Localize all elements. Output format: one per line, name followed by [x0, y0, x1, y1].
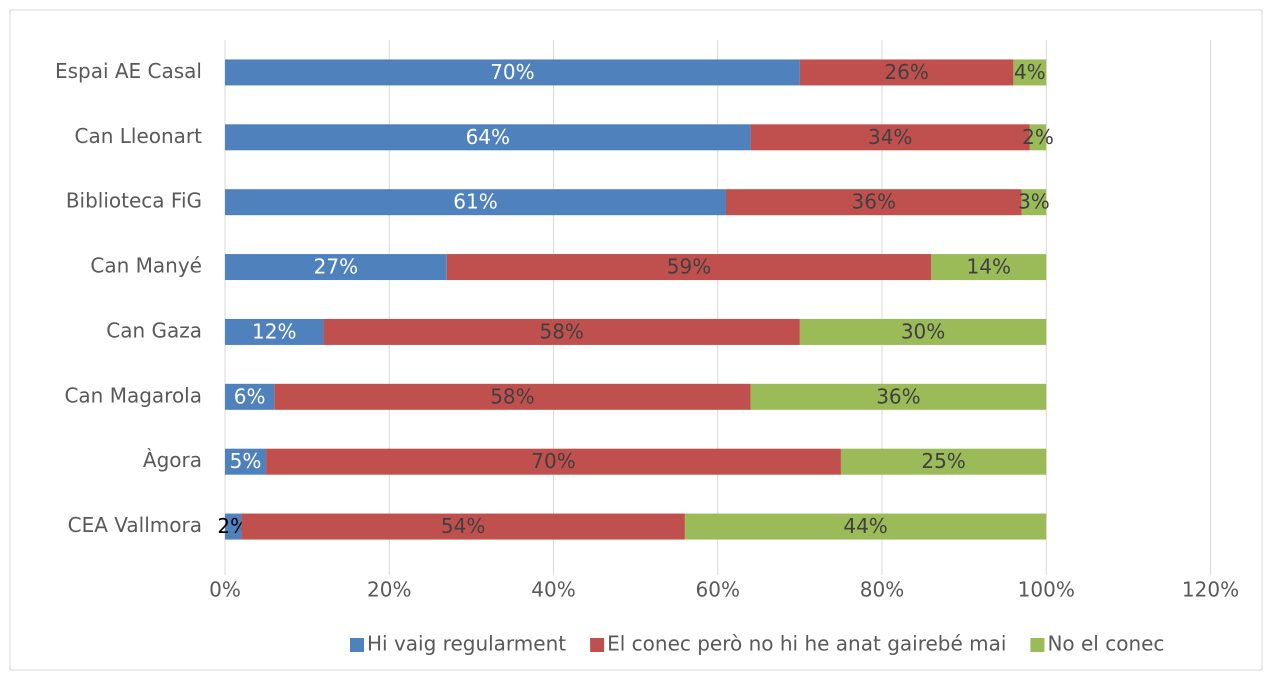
bar-segment — [323, 318, 800, 345]
bar-segment — [225, 318, 324, 345]
bar-segment — [225, 448, 267, 475]
bar-segment — [1021, 189, 1047, 216]
x-tick-label: 0% — [209, 578, 241, 602]
data-label: 12% — [252, 319, 296, 343]
y-tick-label: Àgora — [143, 448, 202, 472]
legend-label: Hi vaig regularment — [367, 632, 566, 656]
y-tick-label: Biblioteca FiG — [66, 189, 202, 213]
bar-segment — [1013, 59, 1047, 86]
data-label: 70% — [490, 60, 534, 84]
bar-segment — [241, 513, 685, 540]
data-label: 54% — [441, 514, 485, 538]
legend-swatch — [590, 638, 605, 652]
data-label: 58% — [490, 384, 534, 408]
data-label: 3% — [1018, 190, 1050, 214]
data-label: 25% — [921, 449, 965, 473]
data-label: 34% — [868, 125, 912, 149]
legend-label: El conec però no hi he anat gairebé mai — [607, 632, 1006, 656]
bar-segment — [225, 124, 751, 151]
data-label: 59% — [667, 255, 711, 279]
bar-segment — [225, 59, 800, 86]
data-label: 44% — [843, 514, 887, 538]
data-label: 36% — [852, 190, 896, 214]
y-tick-label: Can Lleonart — [75, 124, 203, 148]
data-label: 2% — [1022, 125, 1054, 149]
data-label: 70% — [531, 449, 575, 473]
data-label: 26% — [884, 60, 928, 84]
bar-segment — [799, 318, 1047, 345]
data-label: 4% — [1014, 60, 1046, 84]
data-label: 58% — [539, 319, 583, 343]
y-tick-label: Can Gaza — [106, 318, 202, 342]
bar-segment — [225, 513, 242, 540]
bar-segment — [840, 448, 1047, 475]
bar-segment — [446, 254, 932, 281]
data-label: 14% — [967, 255, 1011, 279]
bar-segment — [225, 254, 447, 281]
x-tick-label: 120% — [1182, 578, 1239, 602]
y-tick-label: Espai AE Casal — [55, 59, 202, 83]
data-label: 61% — [453, 190, 497, 214]
bar-segment — [266, 448, 841, 475]
bar-segment — [931, 254, 1047, 281]
legend-label: No el conec — [1047, 632, 1164, 656]
bar-segment — [799, 59, 1014, 86]
chart-border — [9, 9, 1263, 671]
bar-segment — [750, 124, 1030, 151]
legend-swatch — [350, 638, 364, 652]
bar-segment — [225, 383, 275, 410]
bar-segment — [725, 189, 1022, 216]
data-label: 36% — [876, 384, 920, 408]
y-tick-label: Can Manyé — [90, 254, 202, 278]
y-tick-label: CEA Vallmora — [68, 513, 202, 537]
x-tick-label: 60% — [696, 578, 740, 602]
y-tick-label: Can Magarola — [64, 383, 202, 407]
x-tick-label: 40% — [531, 578, 575, 602]
legend-swatch — [1030, 638, 1045, 652]
data-label: 64% — [466, 125, 510, 149]
data-label: 27% — [314, 255, 358, 279]
bar-segment — [1029, 124, 1047, 151]
x-tick-label: 80% — [860, 578, 904, 602]
x-tick-label: 100% — [1018, 578, 1075, 602]
data-label: 30% — [901, 319, 945, 343]
bar-segment — [684, 513, 1047, 540]
data-label: 6% — [234, 384, 266, 408]
data-label: 5% — [230, 449, 262, 473]
x-tick-label: 20% — [367, 578, 411, 602]
bar-segment — [750, 383, 1047, 410]
bar-segment — [274, 383, 751, 410]
bar-segment — [225, 189, 726, 216]
